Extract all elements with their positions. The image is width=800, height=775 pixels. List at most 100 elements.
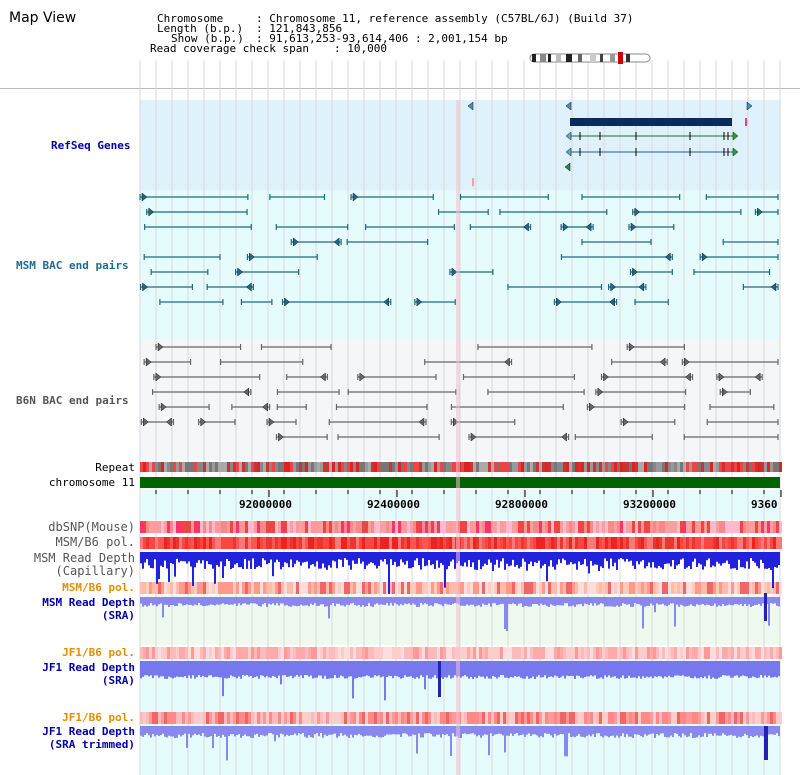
msm-sra-depth-bar bbox=[524, 597, 526, 607]
bac-end-arrow bbox=[556, 297, 562, 307]
dbsnp-cell bbox=[182, 521, 185, 533]
jf1-b6-pol-cell bbox=[572, 647, 575, 659]
jf1-sra-depth-bar bbox=[668, 661, 670, 676]
msm-sra-depth-bar bbox=[388, 597, 390, 606]
track-label-msm-depth-sra-sub: (SRA) bbox=[101, 609, 135, 622]
jf1-sra-depth-bar bbox=[164, 661, 166, 679]
dbsnp-cell bbox=[170, 521, 173, 533]
bac-end-arrow bbox=[701, 252, 708, 262]
jf1-b6-pol2-cell bbox=[176, 712, 179, 724]
refseq-gene-features[interactable] bbox=[467, 101, 753, 186]
msm-capillary-depth-bar bbox=[748, 552, 750, 569]
msm-sra-depth-bar bbox=[542, 597, 544, 605]
jf1-trimmed-depth-bar bbox=[360, 726, 362, 736]
track-label-msm-bac[interactable]: MSM BAC end pairs bbox=[16, 259, 129, 272]
msm-b6-pol2-cell bbox=[185, 582, 188, 594]
jf1-b6-pol2-cell bbox=[149, 712, 152, 724]
msm-capillary-depth-bar bbox=[360, 552, 362, 564]
bac-end-arrow bbox=[523, 222, 529, 232]
b6n-bac-features[interactable] bbox=[140, 342, 779, 442]
jf1-sra-depth-bar bbox=[774, 661, 776, 677]
msm-sra-depth-bar bbox=[540, 597, 542, 604]
msm-capillary-depth-bar bbox=[626, 552, 628, 559]
chromosome-ideogram[interactable] bbox=[529, 52, 651, 64]
msm-capillary-depth-bar bbox=[718, 552, 720, 564]
jf1-b6-pol-cell bbox=[191, 647, 194, 659]
jf1-sra-depth-bar bbox=[612, 661, 614, 677]
msm-b6-pol2-cell bbox=[611, 582, 614, 594]
jf1-trimmed-depth-bar bbox=[280, 726, 282, 734]
dbsnp-cell bbox=[698, 521, 701, 533]
msm-capillary-depth-bar bbox=[510, 552, 512, 566]
repeat-cell bbox=[710, 462, 713, 472]
msm-b6-pol-cell bbox=[428, 537, 431, 549]
repeat-cell bbox=[173, 462, 176, 472]
dbsnp-cell bbox=[401, 521, 404, 533]
msm-capillary-depth-bar bbox=[230, 552, 232, 570]
jf1-b6-pol2-cell bbox=[362, 712, 365, 724]
jf1-b6-pol-cell bbox=[599, 647, 602, 659]
msm-sra-depth-bar bbox=[166, 597, 168, 605]
repeat-cell bbox=[365, 462, 368, 472]
jf1-b6-pol2-cell bbox=[236, 712, 239, 724]
msm-capillary-depth-bar bbox=[620, 552, 622, 559]
msm-capillary-depth-bar bbox=[164, 552, 166, 561]
msm-b6-pol2-cell bbox=[566, 582, 569, 594]
msm-sra-depth-bar bbox=[746, 597, 748, 607]
jf1-trimmed-depth-bar bbox=[546, 726, 548, 734]
jf1-trimmed-depth-bar bbox=[498, 726, 500, 734]
dbsnp-cell bbox=[311, 521, 314, 533]
repeat-cell bbox=[662, 462, 665, 472]
msm-sra-depth-bar bbox=[614, 597, 616, 607]
jf1-b6-pol2-cell bbox=[701, 712, 704, 724]
jf1-b6-pol-cell bbox=[587, 647, 590, 659]
msm-sra-depth-bar bbox=[336, 597, 338, 604]
msm-sra-depth-bar bbox=[394, 597, 396, 604]
msm-capillary-depth-bar bbox=[218, 552, 220, 567]
msm-b6-pol-cell bbox=[437, 537, 440, 549]
msm-b6-pol2-cell bbox=[503, 582, 506, 594]
jf1-sra-depth-bar bbox=[638, 661, 640, 677]
msm-b6-pol-cell bbox=[431, 537, 434, 549]
track-label-refseq-genes[interactable]: RefSeq Genes bbox=[51, 139, 131, 152]
repeat-cell bbox=[212, 462, 215, 472]
repeat-cell bbox=[413, 462, 416, 472]
jf1-trimmed-depth-bar bbox=[490, 726, 492, 734]
track-label-b6n-bac[interactable]: B6N BAC end pairs bbox=[16, 394, 129, 407]
jf1-b6-pol-cell bbox=[359, 647, 362, 659]
repeat-cell bbox=[476, 462, 479, 472]
msm-bac-features[interactable] bbox=[139, 192, 779, 307]
jf1-sra-depth-bar bbox=[324, 661, 326, 676]
jf1-sra-depth-bar bbox=[514, 661, 516, 677]
jf1-b6-pol2-cell bbox=[536, 712, 539, 724]
msm-b6-pol2-cell bbox=[359, 582, 362, 594]
depth-spike bbox=[438, 661, 441, 697]
msm-b6-pol2-cell bbox=[515, 582, 518, 594]
jf1-b6-pol2-cell bbox=[572, 712, 575, 724]
dbsnp-cell bbox=[755, 521, 758, 533]
jf1-sra-depth-bar bbox=[708, 661, 710, 676]
dbsnp-cell bbox=[596, 521, 599, 533]
jf1-sra-depth-bar bbox=[368, 661, 370, 677]
dbsnp-cell bbox=[689, 521, 692, 533]
jf1-trimmed-depth-bar bbox=[246, 726, 248, 737]
jf1-sra-depth-bar bbox=[142, 661, 144, 677]
jf1-b6-pol2-cell bbox=[620, 712, 623, 724]
jf1-b6-pol2-cell bbox=[545, 712, 548, 724]
msm-sra-depth-bar bbox=[142, 597, 144, 607]
msm-sra-depth-bar bbox=[654, 597, 656, 613]
msm-b6-pol-cell bbox=[290, 537, 293, 549]
jf1-trimmed-depth-bar bbox=[484, 726, 486, 735]
jf1-trimmed-depth-bar bbox=[540, 726, 542, 737]
msm-b6-pol2-cell bbox=[662, 582, 665, 594]
msm-sra-depth-bar bbox=[196, 597, 198, 606]
jf1-b6-pol-cell bbox=[563, 647, 566, 659]
msm-capillary-depth-bar bbox=[764, 552, 766, 569]
msm-b6-pol2-cell bbox=[632, 582, 635, 594]
jf1-b6-pol2-cell bbox=[761, 712, 764, 724]
msm-capillary-depth-bar bbox=[566, 552, 568, 565]
msm-capillary-depth-bar bbox=[148, 552, 150, 566]
jf1-trimmed-depth-bar bbox=[608, 726, 610, 738]
dbsnp-cell bbox=[377, 521, 380, 533]
